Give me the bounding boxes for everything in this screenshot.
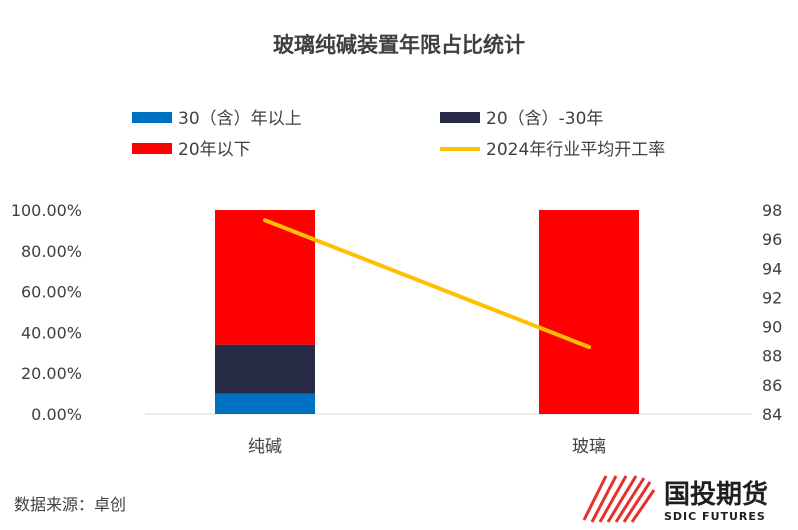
- y2-tick-label: 88: [762, 347, 782, 366]
- legend-label: 20（含）-30年: [486, 109, 603, 129]
- bars: [215, 210, 639, 414]
- y-axis-right: 84 86 88 90 92 94 96 98: [762, 201, 782, 424]
- y2-tick-label: 96: [762, 230, 782, 249]
- x-tick-label: 玻璃: [572, 437, 606, 457]
- x-axis: 纯碱 玻璃: [248, 437, 606, 457]
- chart-title: 玻璃纯碱装置年限占比统计: [273, 33, 525, 57]
- y-tick-label: 20.00%: [21, 364, 82, 383]
- y2-tick-label: 92: [762, 288, 782, 307]
- bar-1-series-1: [215, 393, 315, 414]
- logo-name-en: SDIC FUTURES: [664, 510, 766, 523]
- y-tick-label: 40.00%: [21, 323, 82, 342]
- line-point-1: [264, 219, 266, 221]
- line-layer: [263, 218, 591, 349]
- legend-swatch: [132, 143, 172, 154]
- y2-tick-label: 86: [762, 376, 782, 395]
- y-tick-label: 0.00%: [31, 405, 82, 424]
- legend: 30（含）年以上 20（含）-30年 20年以下 2024年行业平均开工率: [132, 109, 665, 160]
- bar-1-series-2: [215, 344, 315, 394]
- y-axis-left: 0.00% 20.00% 40.00% 60.00% 80.00% 100.00%: [11, 201, 82, 424]
- legend-label: 2024年行业平均开工率: [486, 140, 665, 160]
- x-tick-label: 纯碱: [248, 437, 282, 457]
- legend-label: 30（含）年以上: [178, 109, 302, 129]
- logo-stripes-icon: [582, 475, 656, 523]
- y2-tick-label: 98: [762, 201, 782, 220]
- y-tick-label: 60.00%: [21, 283, 82, 302]
- line-point-2: [588, 346, 590, 348]
- y-tick-label: 80.00%: [21, 242, 82, 261]
- bar-2-series-3: [539, 210, 639, 414]
- line-series-path: [263, 218, 591, 349]
- y2-tick-label: 94: [762, 259, 782, 278]
- logo-name-cn: 国投期货: [664, 479, 768, 510]
- legend-swatch: [440, 112, 480, 123]
- plot-area: [145, 210, 752, 415]
- y-tick-label: 100.00%: [11, 201, 82, 220]
- y2-tick-label: 90: [762, 318, 782, 337]
- bar-1-series-3: [215, 210, 315, 345]
- legend-label: 20年以下: [178, 140, 251, 160]
- source-note: 数据来源：卓创: [14, 495, 126, 514]
- legend-swatch: [132, 112, 172, 123]
- y2-tick-label: 84: [762, 405, 782, 424]
- logo: 国投期货 SDIC FUTURES: [582, 475, 768, 523]
